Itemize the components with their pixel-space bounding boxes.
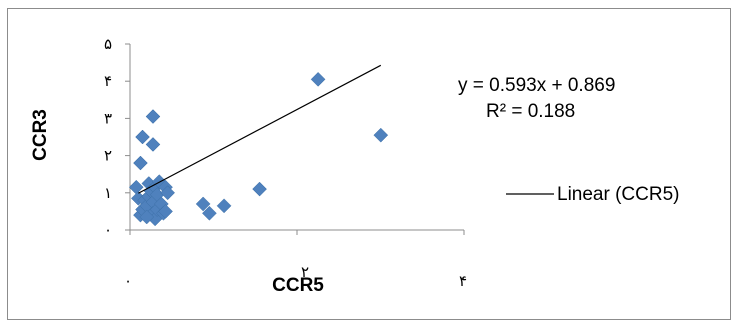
- y-tick-label: ۴: [104, 72, 112, 90]
- data-point: [216, 198, 232, 214]
- y-tick-label: ۲: [104, 147, 112, 165]
- data-points: [128, 71, 389, 227]
- y-axis-ticks: ۰ ۱ ۲ ۳ ۴ ۵: [104, 35, 130, 239]
- data-point: [135, 129, 150, 145]
- legend-label: Linear (CCR5): [557, 184, 679, 205]
- x-axis-ticks: ۰ ۲ ۴: [124, 230, 467, 290]
- x-tick-label: ۲: [301, 263, 309, 281]
- x-tick-label: ۴: [459, 272, 467, 290]
- y-axis-title: CCR3: [30, 109, 51, 161]
- data-point: [145, 137, 161, 152]
- y-tick-label: ۱: [104, 184, 112, 202]
- y-tick-label: ۳: [104, 109, 112, 127]
- data-point: [158, 204, 173, 219]
- data-point: [310, 71, 326, 87]
- data-point: [252, 181, 267, 197]
- data-point: [145, 109, 161, 124]
- data-point: [139, 209, 155, 225]
- x-tick-label: ۰: [124, 272, 132, 290]
- data-point: [133, 155, 148, 171]
- trendline-equation: y = 0.593x + 0.869: [458, 75, 615, 96]
- data-point: [202, 205, 217, 221]
- y-tick-label: ۰: [104, 221, 112, 239]
- trendline-r-squared: R² = 0.188: [486, 101, 575, 122]
- data-point: [195, 196, 211, 212]
- y-tick-label: ۵: [104, 35, 112, 53]
- data-point: [373, 127, 389, 143]
- x-axis-title: CCR5: [272, 275, 324, 296]
- linear-trendline: [138, 64, 382, 194]
- data-point: [160, 185, 175, 201]
